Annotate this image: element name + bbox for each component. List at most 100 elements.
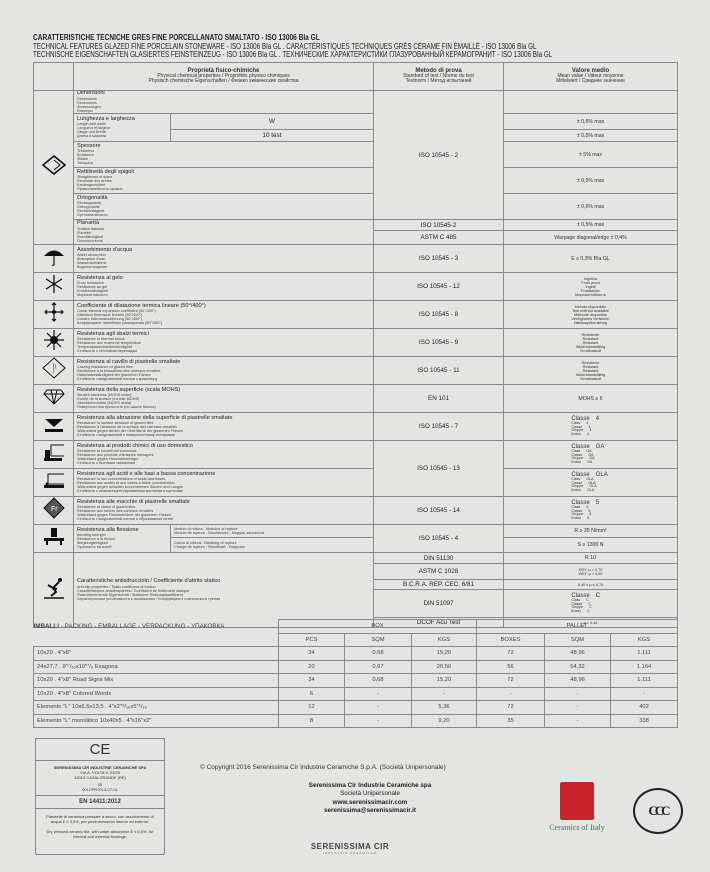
packing-cell: 0,68: [344, 646, 412, 661]
packing-cell: -: [544, 713, 612, 728]
header-property: Proprietà fisico-chimiche Physical chemic…: [72, 62, 375, 91]
row-planarity: Planarità Surface flatness Planéité Ebenflä…: [34, 219, 679, 245]
svg-text:Fr: Fr: [51, 506, 58, 513]
snowflake-icon: [33, 272, 74, 301]
packing-cell: 0,68: [344, 673, 412, 688]
row-thermal-shock: Resistenza agli sbalzi termici Resistance…: [33, 328, 679, 357]
packing-cell: 72: [476, 700, 546, 715]
packing-row: 10x20 . 4"x8" Colored Words 6- - - - -: [33, 686, 679, 701]
document-title: CARATTERISTICHE TECNICHE GRES FINE PORCE…: [33, 33, 683, 60]
prop-thickness: Spessore Thickness Epaisseur Stärke Толщина: [72, 141, 375, 168]
header-method: Metodo di prova Standard of test / Norme …: [373, 62, 505, 91]
household-chemicals-icon: [33, 440, 74, 469]
thermal-shock-icon: [33, 328, 74, 357]
method-iso-10545-2: ISO 10545 - 2: [373, 90, 505, 220]
packing-row: 10x20 . 4"x8" 34 0,68 15,20 72 48,96 1.111: [33, 646, 679, 661]
packing-row: 10x20 . 4"x8" Road Signs Mix 34 0,68 15,20 7…: [33, 673, 679, 688]
row-flexion: Resistenza alla flessione Bending strengt…: [33, 523, 679, 553]
bending-icon: [33, 524, 74, 553]
value-length-w: ± 0,6% max: [503, 113, 679, 130]
method-iso-10545-2b: ISO 10545-2: [373, 219, 505, 231]
stains-icon: Fr: [33, 496, 74, 525]
value-straightness: ± 0,5% max: [503, 167, 679, 194]
packing-cell: 12: [278, 700, 345, 715]
row-water-absorption: Assorbimento d'acqua Water absorption Abso…: [33, 244, 679, 273]
row-orthogonality: Ortogonalità Rectangularity Orthogonalité R…: [34, 193, 679, 220]
packing-column-header: PCS SQM KGS BOXES SQM KGS: [34, 632, 679, 647]
value-length-test: ± 0,5% max: [503, 129, 679, 142]
prop-straightness: Rettilineità degli spigoli Straightness o…: [72, 167, 375, 194]
packing-cell: 15,20: [410, 646, 478, 661]
packing-cell: -: [544, 700, 612, 715]
diamond-icon: [33, 384, 74, 413]
packing-cell: 8: [278, 713, 345, 728]
row-frost: Resistenza al gelo Frost resistance Résist…: [33, 272, 679, 301]
title-italian: CARATTERISTICHE TECNICHE GRES FINE PORCE…: [33, 33, 320, 42]
packing-cell: 1.111: [610, 673, 679, 688]
packing-cell: -: [544, 686, 612, 701]
packing-cell: 1.111: [610, 646, 679, 661]
packing-format: 10x20 . 4"x8" Colored Words: [33, 686, 279, 701]
value-orthogonality: ± 0,6% max: [503, 193, 679, 220]
packing-cell: 5,36: [410, 700, 478, 715]
packing-cell: 402: [610, 700, 679, 715]
header-value: Valore medio Mean value / Valeur moyenne M…: [503, 62, 679, 91]
row-mohs: Resistenza della superficie (scala MOHS)…: [33, 384, 679, 413]
slip-hazard-icon: [33, 552, 74, 628]
packing-cell: -: [410, 686, 478, 701]
packing-cell: 338: [610, 713, 679, 728]
packing-row: Elemento "L" 10x6,5x13,5 . 4"x2"⁹/₁₆x5"⁵…: [33, 700, 679, 715]
packing-group-header: IMBALLI - PACKING - EMBALLAGE - VERPACKU…: [33, 619, 679, 634]
prop-orthogonality: Ortogonalità Rectangularity Orthogonalité R…: [72, 193, 375, 220]
crazing-icon: [33, 356, 74, 385]
row-anti-slip: Caratteristiche antisdrucciolo / Coeffic…: [33, 552, 679, 628]
length-test: 10 test: [169, 129, 375, 142]
title-de-ru: TECHNISCHE EIGENSCHAFTEN GLASIERTES FEIN…: [33, 50, 553, 59]
website-link[interactable]: www.serenissimacir.com: [332, 798, 408, 806]
prop-planarity: Planarità Surface flatness Planéité Ebenflä…: [72, 219, 375, 245]
packing-format: Elemento "L" monolitico 10x40x5 . 4"x16"…: [33, 713, 279, 728]
row-household-chemicals: Resistenza ai prodotti chimici di uso do…: [33, 440, 679, 497]
packing-cell: 72: [476, 673, 546, 688]
packing-row: 24x27,7 . 9"⁷/₁₆x10"⁷/₈ Esagona 20 0,97 20,…: [33, 659, 679, 674]
ce-label: CE SERENISSIMA CIR INDUSTRIE CERAMICHE S…: [35, 738, 165, 855]
acids-icon: [33, 468, 74, 497]
packing-format: 10x20 . 4"x8" Road Signs Mix: [33, 673, 279, 688]
value-warpage: Warpage diagonal/edge ± 0,4%: [503, 230, 679, 245]
row-stains: Fr Resistenza alle macchie di piastrelle…: [33, 496, 679, 525]
packing-cell: -: [610, 686, 679, 701]
packing-cell: -: [344, 686, 412, 701]
value-thickness: ± 5% max: [503, 141, 679, 168]
packing-cell: 34: [278, 646, 345, 661]
packing-cell: 20,50: [410, 659, 478, 674]
prop-dimensions: Dimensioni Dimensions Dimensions Abmessunge…: [72, 90, 375, 114]
row-abrasion: Resistenza alla abrasione della superfic…: [33, 412, 679, 441]
ceramics-of-italy-logo: Ceramics of Italy: [537, 782, 617, 832]
packing-cell: 0,97: [344, 659, 412, 674]
packing-cell: 1.164: [610, 659, 679, 674]
packing-cell: 9,20: [410, 713, 478, 728]
row-thermal-expansion: Coefficiente di dilatazione termica line…: [33, 300, 679, 329]
ce-mark: CE: [36, 739, 164, 761]
row-thickness: Spessore Thickness Epaisseur Stärke Толщина …: [34, 141, 679, 168]
row-acids-bases: Resistenza agli acidi e alle basi a bass…: [33, 468, 679, 497]
row-crazing: Resistenza al cavillo di piastrelle smal…: [33, 356, 679, 385]
umbrella-icon: [33, 244, 74, 273]
packing-format: 10x20 . 4"x8": [33, 646, 279, 661]
dimensions-icon: [33, 90, 74, 245]
packing-cell: 35: [476, 713, 546, 728]
row-dimensions: Dimensioni Dimensions Dimensions Abmessunge…: [33, 90, 679, 245]
email-link[interactable]: serenissima@serenissimacir.it: [324, 806, 416, 814]
packing-title: IMBALLI - PACKING - EMBALLAGE - VERPACKU…: [33, 622, 225, 630]
row-length: Lunghezza e larghezza Length and width Lon…: [34, 113, 679, 142]
packing-cell: 48,96: [544, 646, 612, 661]
packing-cell: 56: [476, 659, 546, 674]
packing-cell: 48,96: [544, 673, 612, 688]
value-planarity: ± 0,5% max: [503, 219, 679, 231]
packing-cell: 34: [278, 673, 345, 688]
method-astm-c485: ASTM C 485: [373, 230, 505, 245]
packing-cell: 15,20: [410, 673, 478, 688]
copyright: © Copyright 2016 Serenissima Cir Industr…: [200, 764, 446, 771]
company-info: Serenissima Cir Industrie Ceramiche spa …: [270, 782, 470, 815]
packing-cell: 54,32: [544, 659, 612, 674]
